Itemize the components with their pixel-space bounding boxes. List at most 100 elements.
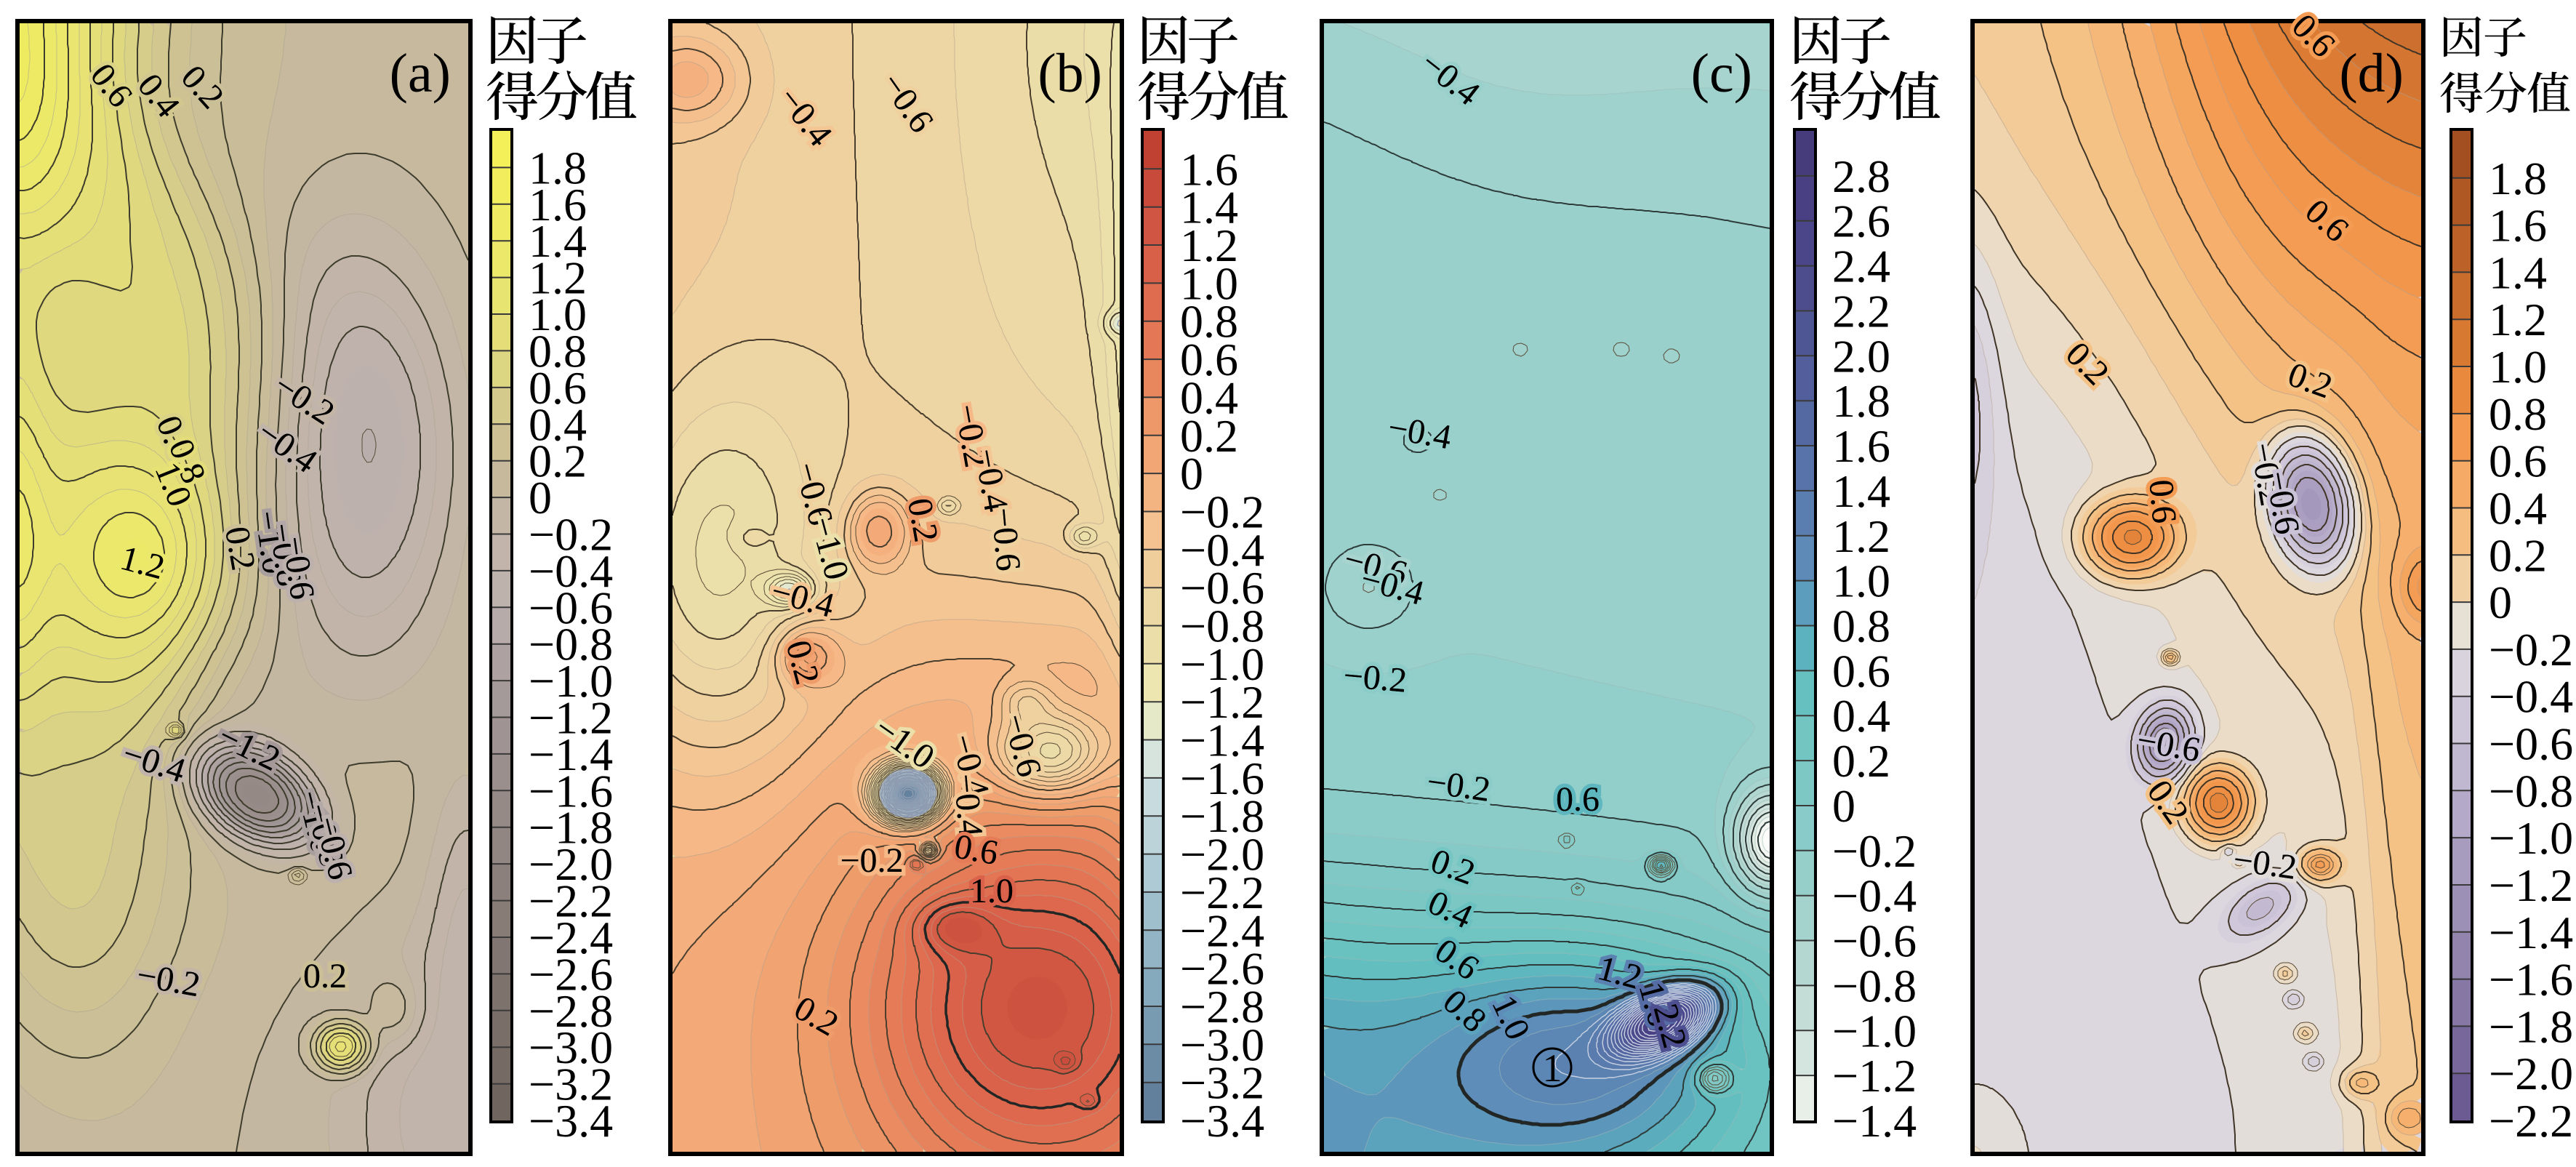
svg-text:−0.4: −0.4 (1180, 524, 1264, 576)
svg-text:0.6: 0.6 (2141, 478, 2183, 524)
svg-text:−0.8: −0.8 (1180, 601, 1264, 652)
svg-text:−0.2: −0.2 (1424, 762, 1493, 809)
svg-text:−1.8: −1.8 (2489, 1000, 2573, 1052)
svg-text:−1.4: −1.4 (1180, 715, 1264, 766)
svg-text:−2.8: −2.8 (529, 985, 613, 1037)
svg-text:1.2: 1.2 (2489, 294, 2547, 345)
svg-text:−3.0: −3.0 (1180, 1019, 1264, 1070)
svg-text:1.0: 1.0 (529, 289, 587, 340)
svg-text:−0.8: −0.8 (1832, 960, 1917, 1011)
svg-text:0.2: 0.2 (2489, 529, 2547, 581)
svg-text:1.2: 1.2 (529, 252, 587, 304)
svg-text:−0.6: −0.6 (2489, 718, 2573, 770)
svg-text:−2.2: −2.2 (1180, 867, 1264, 918)
svg-text:−1.4: −1.4 (2489, 907, 2573, 958)
svg-text:−1.2: −1.2 (1180, 676, 1264, 728)
svg-text:1.2: 1.2 (1180, 220, 1238, 271)
svg-text:0.6: 0.6 (2141, 478, 2183, 524)
svg-text:−3.2: −3.2 (529, 1059, 613, 1110)
svg-text:−0.2: −0.2 (1180, 486, 1264, 538)
svg-text:−1.8: −1.8 (529, 802, 613, 854)
svg-text:−2.6: −2.6 (1180, 943, 1264, 995)
svg-text:0: 0 (1832, 780, 1855, 832)
svg-text:−1.0: −1.0 (247, 508, 294, 577)
svg-text:−0.2: −0.2 (2489, 624, 2573, 675)
svg-text:1.0: 1.0 (1180, 257, 1238, 309)
svg-text:0.6: 0.6 (529, 362, 587, 414)
svg-text:−1.0: −1.0 (2489, 812, 2573, 864)
svg-text:−1.6: −1.6 (1180, 753, 1264, 804)
svg-text:(c): (c) (1691, 43, 1752, 104)
svg-text:−2.8: −2.8 (1180, 981, 1264, 1032)
svg-text:−0.6: −0.6 (1832, 915, 1917, 967)
svg-text:(b): (b) (1038, 43, 1102, 104)
svg-text:0.2: 0.2 (303, 957, 347, 995)
svg-text:−0.8: −0.8 (529, 619, 613, 670)
svg-text:0: 0 (2489, 577, 2512, 628)
svg-text:1.4: 1.4 (1180, 182, 1238, 233)
svg-text:−0.8: −0.8 (2489, 765, 2573, 817)
svg-text:−0.2: −0.2 (1342, 656, 1408, 699)
svg-text:0.4: 0.4 (529, 398, 587, 450)
svg-text:−0.2: −0.2 (2231, 840, 2299, 887)
svg-text:−0.8: −0.8 (262, 521, 309, 589)
svg-text:0.6: 0.6 (1832, 645, 1890, 697)
svg-text:−0.6: −0.6 (1180, 562, 1264, 614)
svg-text:0.6: 0.6 (1556, 780, 1600, 819)
svg-text:−0.4: −0.4 (1832, 870, 1917, 922)
svg-text:1.4: 1.4 (2489, 246, 2547, 298)
svg-text:0.2: 0.2 (529, 436, 587, 487)
svg-text:−2.6: −2.6 (529, 948, 613, 1000)
svg-text:1.0: 1.0 (1832, 556, 1890, 607)
svg-text:0.4: 0.4 (1832, 690, 1890, 742)
svg-text:−3.4: −3.4 (529, 1095, 613, 1147)
svg-text:−3.4: −3.4 (1180, 1095, 1264, 1147)
svg-text:−0.6: −0.6 (529, 582, 613, 633)
svg-text:(d): (d) (2339, 43, 2404, 104)
svg-text:−1.0: −1.0 (1180, 638, 1264, 690)
svg-text:1.4: 1.4 (1832, 465, 1890, 517)
svg-text:−1.0: −1.0 (529, 655, 613, 707)
svg-text:−2.2: −2.2 (529, 875, 613, 927)
svg-text:0.6: 0.6 (1556, 780, 1600, 819)
svg-text:−2.0: −2.0 (1180, 829, 1264, 881)
svg-text:−2.4: −2.4 (529, 912, 613, 963)
svg-text:1.0: 1.0 (2489, 341, 2547, 393)
svg-text:−1.6: −1.6 (2489, 954, 2573, 1006)
svg-text:−1.8: −1.8 (1180, 790, 1264, 842)
svg-text:1.2: 1.2 (1832, 510, 1890, 562)
svg-text:(a): (a) (390, 43, 451, 104)
svg-text:1.0: 1.0 (970, 872, 1014, 910)
svg-text:0.6: 0.6 (2489, 436, 2547, 487)
svg-text:0.6: 0.6 (1180, 334, 1238, 385)
svg-text:0.8: 0.8 (1180, 296, 1238, 348)
svg-text:−0.4: −0.4 (529, 545, 613, 597)
svg-text:−0.2: −0.2 (840, 841, 903, 880)
svg-text:0: 0 (1180, 448, 1203, 500)
svg-text:0.6: 0.6 (952, 827, 1001, 873)
svg-text:2.0: 2.0 (1832, 330, 1890, 382)
svg-text:1.4: 1.4 (529, 215, 587, 267)
svg-text:1.8: 1.8 (1832, 375, 1890, 427)
svg-text:−0.2: −0.2 (529, 509, 613, 561)
svg-text:0.8: 0.8 (1832, 601, 1890, 652)
svg-text:0.2: 0.2 (1180, 410, 1238, 462)
svg-text:1.0: 1.0 (970, 872, 1014, 910)
svg-text:2.4: 2.4 (1832, 241, 1890, 292)
svg-text:2.6: 2.6 (1832, 196, 1890, 247)
svg-text:−2.2: −2.2 (2489, 1095, 2573, 1147)
svg-text:0.2: 0.2 (900, 495, 946, 545)
svg-text:−1.2: −1.2 (529, 692, 613, 744)
svg-text:0.8: 0.8 (2489, 388, 2547, 440)
svg-text:−0.4: −0.4 (946, 772, 990, 838)
svg-text:1.8: 1.8 (2489, 153, 2547, 204)
svg-text:−1.2: −1.2 (2489, 859, 2573, 911)
svg-text:−0.8: −0.8 (262, 521, 309, 589)
svg-text:1.6: 1.6 (2489, 200, 2547, 252)
svg-text:−3.2: −3.2 (1180, 1057, 1264, 1109)
svg-text:−0.6: −0.6 (275, 534, 322, 602)
svg-text:−3.0: −3.0 (529, 1022, 613, 1073)
svg-text:−1.2: −1.2 (1832, 1050, 1917, 1102)
svg-text:1.6: 1.6 (529, 179, 587, 230)
svg-text:1.8: 1.8 (529, 142, 587, 193)
